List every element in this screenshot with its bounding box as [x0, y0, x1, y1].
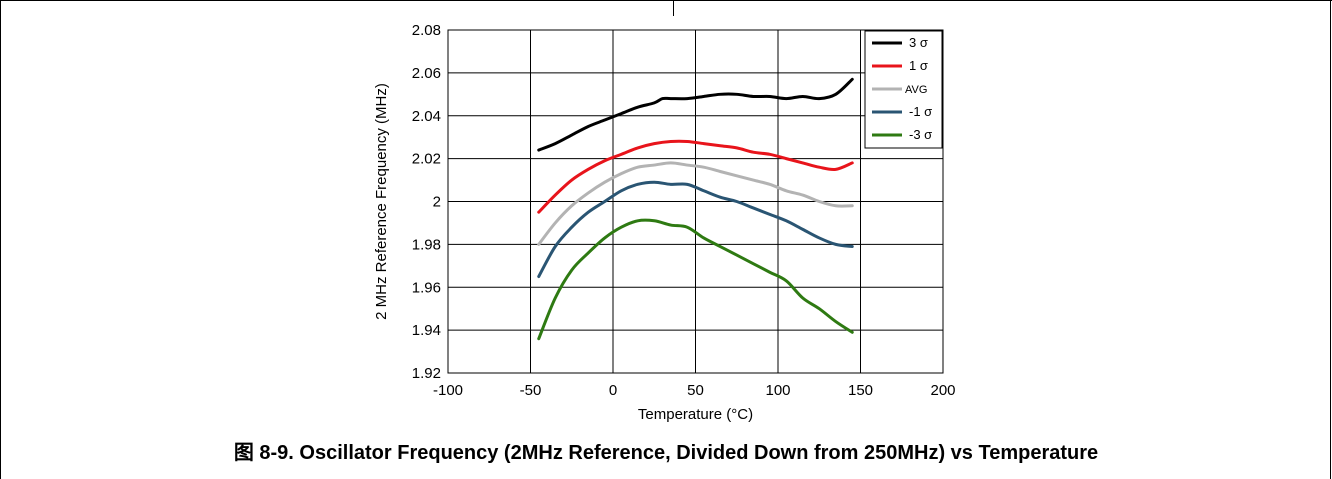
x-tick-label: 150: [848, 382, 873, 399]
x-tick-label: 200: [930, 382, 955, 399]
y-tick-label: 1.92: [412, 365, 441, 382]
chart-legend: 3 σ 1 σ AVG -1 σ -3 σ: [864, 30, 943, 149]
figure-caption-text: Oscillator Frequency (2MHz Reference, Di…: [299, 442, 1099, 464]
figure-caption-prefix: 图 8-9.: [233, 442, 294, 464]
series-line-0: [537, 77, 854, 152]
series-line-3: [537, 180, 854, 279]
page-frame-top: [0, 0, 1332, 1]
legend-label: 3 σ: [909, 35, 928, 50]
y-tick-label: 2.06: [412, 65, 441, 82]
legend-label: -3 σ: [909, 127, 932, 142]
x-tick-label: 50: [687, 382, 704, 399]
y-tick-label: 1.98: [412, 236, 441, 253]
y-tick-label: 2.04: [412, 108, 441, 125]
x-axis-label: Temperature (°C): [638, 406, 753, 423]
y-axis-ticks: 1.92 1.94 1.96 1.98 2 2.02 2.04 2.06 2.08: [412, 22, 441, 382]
y-axis-label: 2 MHz Reference Frequency (MHz): [373, 83, 390, 320]
page-frame-divider: [673, 0, 674, 16]
series-line-4: [537, 218, 854, 341]
legend-label: -1 σ: [909, 104, 932, 119]
y-tick-label: 2.08: [412, 22, 441, 39]
x-tick-label: 100: [765, 382, 790, 399]
y-tick-label: 2: [433, 194, 441, 211]
x-tick-label: -50: [520, 382, 542, 399]
x-tick-label: 0: [609, 382, 617, 399]
series-line-2: [537, 161, 854, 246]
plot-area-border: [447, 29, 944, 374]
chart-series: [537, 77, 854, 341]
y-tick-label: 1.96: [412, 279, 441, 296]
legend-label: 1 σ: [909, 58, 928, 73]
x-axis-ticks: -100 -50 0 50 100 150 200: [433, 382, 956, 399]
frequency-vs-temperature-chart: 1.92 1.94 1.96 1.98 2 2.02 2.04 2.06 2.08 -100 -5…: [373, 22, 956, 423]
figure-caption: 图 8-9. Oscillator Frequency (2MHz Refere…: [0, 436, 1332, 465]
series-line-1: [537, 139, 854, 214]
page-frame-left: [0, 0, 1, 479]
y-tick-label: 2.02: [412, 151, 441, 168]
legend-label: AVG: [905, 84, 927, 96]
y-tick-label: 1.94: [412, 322, 441, 339]
x-tick-label: -100: [433, 382, 463, 399]
page-frame-right: [1330, 0, 1331, 479]
